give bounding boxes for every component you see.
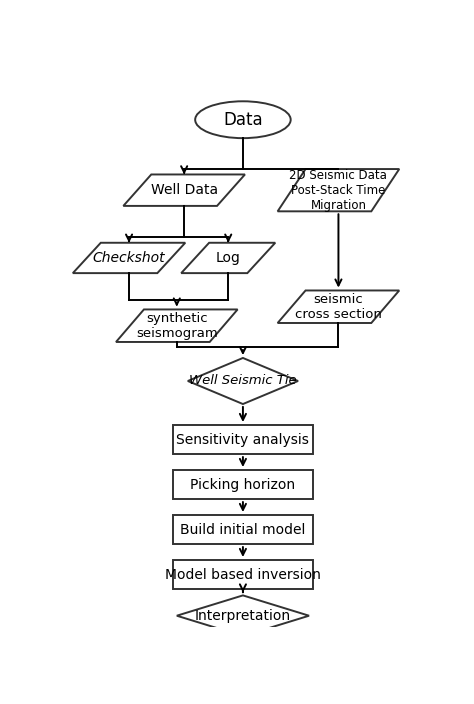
Text: synthetic
seismogram: synthetic seismogram: [136, 312, 218, 340]
Polygon shape: [181, 243, 275, 273]
Text: Sensitivity analysis: Sensitivity analysis: [176, 432, 310, 446]
Text: Interpretation: Interpretation: [195, 609, 291, 623]
Bar: [173, 515, 313, 544]
Bar: [173, 560, 313, 589]
Text: Build initial model: Build initial model: [180, 522, 306, 536]
Text: Model based inversion: Model based inversion: [165, 567, 321, 582]
Text: Data: Data: [223, 111, 263, 129]
Text: Log: Log: [216, 251, 241, 265]
Text: 2D Seismic Data
Post-Stack Time
Migration: 2D Seismic Data Post-Stack Time Migratio…: [290, 169, 387, 212]
Polygon shape: [177, 596, 309, 636]
Polygon shape: [116, 310, 237, 342]
Polygon shape: [73, 243, 185, 273]
Text: Checkshot: Checkshot: [93, 251, 165, 265]
Text: seismic
cross section: seismic cross section: [295, 293, 382, 321]
Polygon shape: [278, 291, 399, 323]
Text: Picking horizon: Picking horizon: [191, 477, 295, 491]
Polygon shape: [123, 175, 245, 206]
Text: Well Data: Well Data: [151, 183, 218, 197]
Bar: [173, 425, 313, 454]
Text: Well Seismic Tie: Well Seismic Tie: [189, 375, 297, 387]
Polygon shape: [278, 169, 399, 211]
Bar: [173, 470, 313, 499]
Ellipse shape: [195, 101, 291, 138]
Polygon shape: [188, 358, 298, 404]
